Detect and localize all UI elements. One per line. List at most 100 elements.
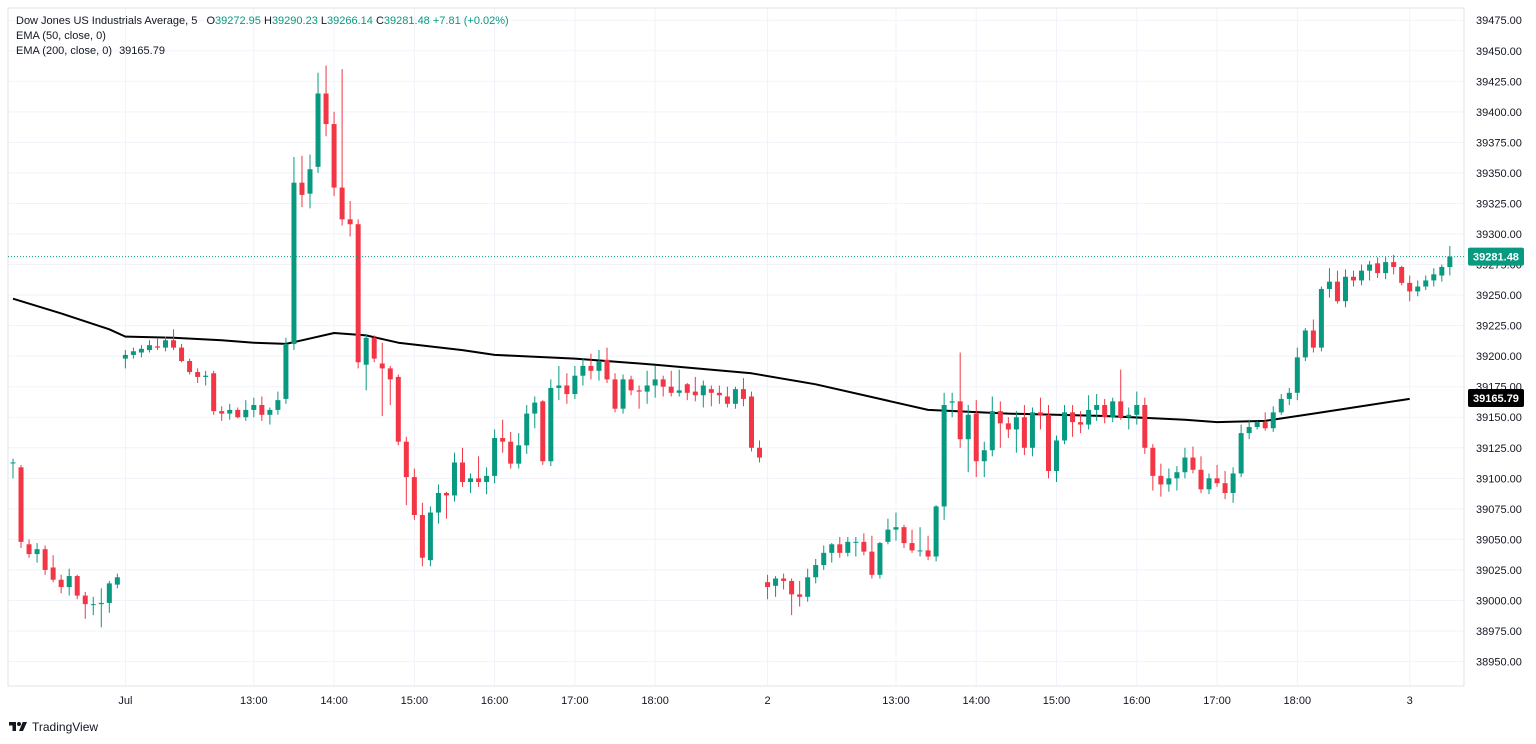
candle-down[interactable] bbox=[219, 406, 225, 421]
candle-down[interactable] bbox=[636, 385, 642, 409]
candle-up[interactable] bbox=[885, 518, 891, 545]
candle-up[interactable] bbox=[138, 345, 144, 358]
ema200-legend[interactable]: EMA (200, close, 0) 39165.79 bbox=[16, 44, 509, 59]
candle-up[interactable] bbox=[732, 386, 738, 409]
candle-up[interactable] bbox=[1326, 268, 1332, 298]
candle-up[interactable] bbox=[1302, 328, 1308, 362]
candle-down[interactable] bbox=[379, 342, 385, 417]
candle-up[interactable] bbox=[146, 340, 152, 353]
candle-down[interactable] bbox=[331, 111, 337, 197]
price-axis[interactable]: 38950.00 38975.00 39000.00 39025.00 39050.00… bbox=[1476, 15, 1522, 668]
candle-up[interactable] bbox=[989, 396, 995, 457]
candle-up[interactable] bbox=[845, 536, 851, 557]
candle-down[interactable] bbox=[1222, 470, 1228, 500]
candle-down[interactable] bbox=[74, 574, 80, 600]
candle-up[interactable] bbox=[291, 157, 297, 351]
candle-up[interactable] bbox=[853, 536, 859, 557]
candle-down[interactable] bbox=[1005, 417, 1011, 439]
candle-down[interactable] bbox=[18, 464, 24, 548]
candle-down[interactable] bbox=[1262, 412, 1268, 431]
candles-layer[interactable] bbox=[10, 65, 1453, 628]
candle-up[interactable] bbox=[1342, 269, 1348, 308]
candle-down[interactable] bbox=[235, 407, 241, 419]
candle-up[interactable] bbox=[98, 588, 104, 628]
candle-up[interactable] bbox=[1206, 473, 1212, 495]
candle-down[interactable] bbox=[1070, 405, 1076, 437]
candle-up[interactable] bbox=[596, 350, 602, 381]
candle-up[interactable] bbox=[941, 392, 947, 520]
candle-up[interactable] bbox=[1278, 394, 1284, 415]
candle-up[interactable] bbox=[1238, 424, 1244, 478]
candle-down[interactable] bbox=[901, 524, 907, 548]
candle-down[interactable] bbox=[765, 574, 771, 600]
candle-down[interactable] bbox=[1351, 270, 1357, 287]
candle-up[interactable] bbox=[492, 429, 498, 484]
candle-down[interactable] bbox=[419, 502, 425, 567]
candle-up[interactable] bbox=[90, 596, 96, 616]
candle-down[interactable] bbox=[1158, 463, 1164, 497]
candle-down[interactable] bbox=[861, 533, 867, 556]
candle-up[interactable] bbox=[1110, 397, 1116, 423]
candle-down[interactable] bbox=[797, 580, 803, 607]
candle-down[interactable] bbox=[323, 65, 329, 137]
candle-up[interactable] bbox=[1367, 260, 1373, 281]
candle-down[interactable] bbox=[604, 347, 610, 384]
candle-up[interactable] bbox=[981, 441, 987, 478]
candle-down[interactable] bbox=[443, 491, 449, 519]
candle-down[interactable] bbox=[1310, 319, 1316, 353]
candle-down[interactable] bbox=[869, 535, 875, 579]
candle-down[interactable] bbox=[588, 353, 594, 380]
candle-down[interactable] bbox=[1407, 275, 1413, 302]
candle-up[interactable] bbox=[267, 407, 273, 425]
candle-up[interactable] bbox=[1029, 407, 1035, 457]
candle-up[interactable] bbox=[556, 365, 562, 401]
candle-up[interactable] bbox=[933, 505, 939, 562]
candle-up[interactable] bbox=[1174, 466, 1180, 491]
candle-down[interactable] bbox=[612, 373, 618, 413]
candle-down[interactable] bbox=[508, 431, 514, 469]
candle-up[interactable] bbox=[1359, 264, 1365, 286]
candle-up[interactable] bbox=[163, 336, 169, 352]
candle-down[interactable] bbox=[1078, 411, 1084, 434]
candle-down[interactable] bbox=[476, 456, 482, 487]
candle-down[interactable] bbox=[403, 436, 409, 506]
candle-up[interactable] bbox=[965, 405, 971, 473]
candle-up[interactable] bbox=[1166, 468, 1172, 492]
candle-down[interactable] bbox=[668, 370, 674, 397]
candle-down[interactable] bbox=[82, 591, 88, 619]
candle-up[interactable] bbox=[275, 391, 281, 415]
candle-up[interactable] bbox=[1439, 264, 1445, 282]
candle-up[interactable] bbox=[1447, 245, 1453, 276]
candle-down[interactable] bbox=[460, 447, 466, 487]
candle-up[interactable] bbox=[516, 433, 522, 469]
candle-down[interactable] bbox=[1102, 398, 1108, 424]
candle-down[interactable] bbox=[154, 337, 160, 351]
candle-down[interactable] bbox=[211, 370, 217, 415]
candle-down[interactable] bbox=[628, 375, 634, 396]
candle-up[interactable] bbox=[122, 350, 128, 369]
candle-down[interactable] bbox=[1190, 446, 1196, 474]
candle-down[interactable] bbox=[26, 539, 32, 558]
candle-up[interactable] bbox=[949, 392, 955, 418]
candle-down[interactable] bbox=[716, 385, 722, 404]
candle-up[interactable] bbox=[315, 72, 321, 173]
candle-down[interactable] bbox=[997, 401, 1003, 448]
candle-down[interactable] bbox=[179, 343, 185, 363]
candle-up[interactable] bbox=[1134, 391, 1140, 425]
ema-200-line[interactable] bbox=[12, 297, 1410, 424]
candle-up[interactable] bbox=[1246, 419, 1252, 440]
candle-down[interactable] bbox=[740, 378, 746, 407]
candle-down[interactable] bbox=[684, 383, 690, 401]
candle-down[interactable] bbox=[1142, 397, 1148, 454]
candle-up[interactable] bbox=[66, 568, 72, 596]
candle-down[interactable] bbox=[259, 396, 265, 421]
candle-up[interactable] bbox=[524, 405, 530, 454]
tradingview-logo[interactable]: TradingView bbox=[8, 720, 98, 734]
candle-up[interactable] bbox=[1431, 268, 1437, 287]
candle-down[interactable] bbox=[925, 535, 931, 561]
candle-up[interactable] bbox=[1318, 286, 1324, 352]
candle-down[interactable] bbox=[1214, 464, 1220, 487]
ema50-legend[interactable]: EMA (50, close, 0) bbox=[16, 29, 509, 44]
candle-down[interactable] bbox=[395, 374, 401, 446]
